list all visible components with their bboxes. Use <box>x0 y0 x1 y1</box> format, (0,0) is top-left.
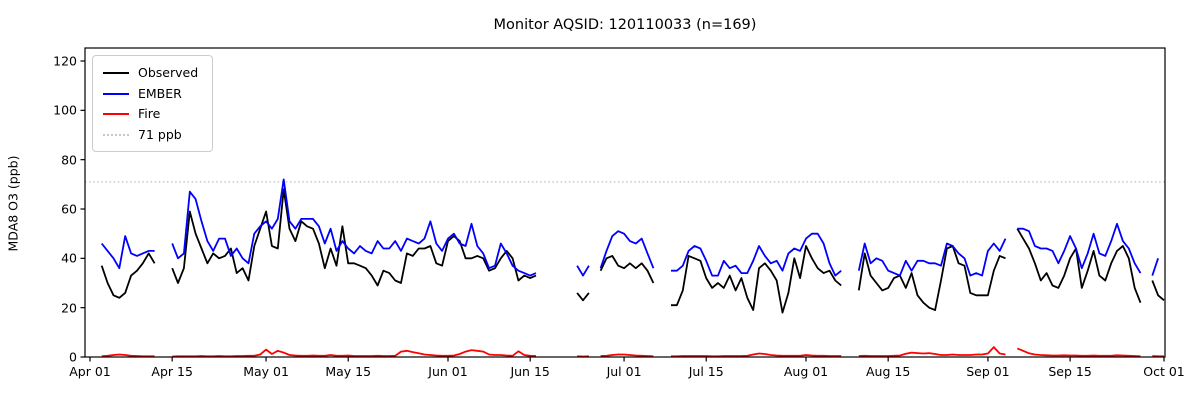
y-tick-label: 120 <box>53 53 77 69</box>
x-tick-label: Sep 15 <box>1048 364 1092 379</box>
y-tick-label: 20 <box>61 300 77 316</box>
series-observed-line <box>1151 280 1165 301</box>
series-fire-line <box>101 353 155 358</box>
axes-frame <box>84 47 1166 358</box>
series-ember-line <box>599 230 655 269</box>
series-observed-line <box>671 245 842 314</box>
series-fire-line <box>858 346 1006 357</box>
fire-line-swatch <box>103 113 129 116</box>
y-tick-label: 80 <box>61 152 77 168</box>
series-ember-line <box>671 232 842 277</box>
x-tick-label: Sep 01 <box>966 364 1010 379</box>
x-tick-label: Aug 01 <box>783 364 829 379</box>
series-fire-line <box>1016 347 1141 358</box>
x-tick-label: May 15 <box>325 364 372 379</box>
ember-line-swatch <box>103 92 129 95</box>
chart-title: Monitor AQSID: 120110033 (n=169) <box>493 17 757 33</box>
threshold-line-swatch <box>103 133 129 136</box>
x-tick-label: Jun 15 <box>510 364 550 379</box>
series-fire-line <box>172 348 537 358</box>
x-tick-label: Jul 15 <box>688 364 724 379</box>
legend-label-observed: Observed <box>138 65 199 80</box>
series-ember-line <box>1017 222 1142 274</box>
legend-label-ember: EMBER <box>138 85 182 101</box>
series-observed-line <box>599 254 655 284</box>
series-observed-line <box>100 252 156 299</box>
x-tick-label: May 01 <box>243 364 289 379</box>
series-ember-line <box>1151 258 1159 276</box>
series-observed-line <box>1016 228 1142 304</box>
y-tick-label: 0 <box>69 349 77 365</box>
y-tick-label: 60 <box>61 201 77 217</box>
series-ember-line <box>100 235 155 270</box>
y-tick-label: 40 <box>61 250 77 266</box>
series-observed-line <box>171 188 537 287</box>
series-ember-line <box>576 265 590 277</box>
series-fire-line <box>600 353 654 358</box>
series-ember-line <box>857 238 1007 277</box>
legend-item-observed: Observed <box>103 63 202 84</box>
series-ember-line <box>171 178 537 277</box>
x-tick-label: Apr 01 <box>69 364 111 379</box>
legend-item-fire: Fire <box>103 104 202 125</box>
y-tick-label: 100 <box>53 102 77 118</box>
legend: Observed EMBER Fire 71 ppb <box>92 55 213 152</box>
legend-label-fire: Fire <box>138 106 161 121</box>
x-tick-label: Jun 01 <box>428 364 468 379</box>
x-tick-label: Oct 01 <box>1143 364 1185 379</box>
x-tick-label: Aug 15 <box>866 364 911 379</box>
legend-item-threshold: 71 ppb <box>103 125 202 146</box>
series-fire-line <box>671 352 842 358</box>
observed-line-swatch <box>103 72 129 75</box>
series-observed-line <box>576 292 590 302</box>
legend-item-ember: EMBER <box>103 84 202 105</box>
x-tick-label: Jul 01 <box>606 364 642 379</box>
series-observed-line <box>857 245 1006 312</box>
legend-label-threshold: 71 ppb <box>138 126 182 142</box>
x-tick-label: Apr 15 <box>151 364 193 379</box>
